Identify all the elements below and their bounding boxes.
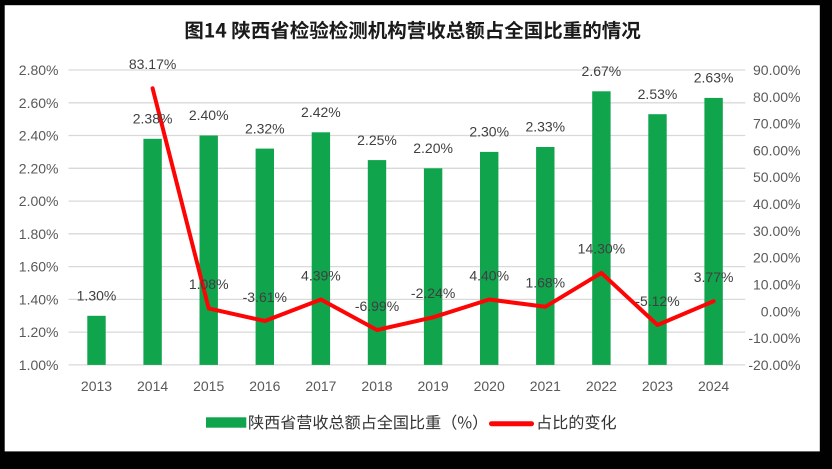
svg-text:4.39%: 4.39% <box>301 267 341 283</box>
svg-text:83.17%: 83.17% <box>129 56 176 72</box>
svg-text:50.00%: 50.00% <box>753 169 800 185</box>
svg-text:1.80%: 1.80% <box>19 226 59 242</box>
svg-text:-20.00%: -20.00% <box>748 357 800 373</box>
svg-text:2022: 2022 <box>586 378 617 394</box>
svg-text:2.25%: 2.25% <box>357 132 397 148</box>
svg-text:-2.24%: -2.24% <box>411 285 455 301</box>
svg-text:14.30%: 14.30% <box>578 241 625 257</box>
svg-text:40.00%: 40.00% <box>753 196 800 212</box>
svg-text:0.00%: 0.00% <box>761 303 801 319</box>
svg-text:2018: 2018 <box>361 378 392 394</box>
svg-text:2.33%: 2.33% <box>525 119 565 135</box>
svg-text:30.00%: 30.00% <box>753 223 800 239</box>
svg-text:1.68%: 1.68% <box>525 275 565 291</box>
svg-text:2.60%: 2.60% <box>19 95 59 111</box>
svg-text:60.00%: 60.00% <box>753 142 800 158</box>
svg-text:2020: 2020 <box>474 378 505 394</box>
svg-text:2016: 2016 <box>249 378 280 394</box>
svg-text:-6.99%: -6.99% <box>355 298 399 314</box>
svg-text:2.67%: 2.67% <box>582 63 622 79</box>
svg-text:10.00%: 10.00% <box>753 277 800 293</box>
svg-text:-10.00%: -10.00% <box>748 330 800 346</box>
svg-text:2.53%: 2.53% <box>638 86 678 102</box>
svg-text:2.00%: 2.00% <box>19 193 59 209</box>
svg-text:2.42%: 2.42% <box>301 104 341 120</box>
svg-text:2.30%: 2.30% <box>469 124 509 140</box>
svg-text:90.00%: 90.00% <box>753 62 800 78</box>
svg-text:2023: 2023 <box>642 378 673 394</box>
svg-text:2.80%: 2.80% <box>19 62 59 78</box>
svg-text:3.77%: 3.77% <box>694 269 734 285</box>
svg-text:2.40%: 2.40% <box>189 107 229 123</box>
svg-text:-5.12%: -5.12% <box>635 293 679 309</box>
svg-text:80.00%: 80.00% <box>753 89 800 105</box>
svg-text:2019: 2019 <box>418 378 449 394</box>
svg-text:2024: 2024 <box>698 378 729 394</box>
svg-text:1.08%: 1.08% <box>189 276 229 292</box>
svg-text:4.40%: 4.40% <box>469 267 509 283</box>
svg-text:-3.61%: -3.61% <box>243 289 287 305</box>
svg-text:2.32%: 2.32% <box>245 120 285 136</box>
svg-text:1.20%: 1.20% <box>19 324 59 340</box>
svg-text:1.30%: 1.30% <box>77 288 117 304</box>
svg-text:20.00%: 20.00% <box>753 250 800 266</box>
svg-text:2.40%: 2.40% <box>19 128 59 144</box>
svg-text:1.40%: 1.40% <box>19 291 59 307</box>
svg-text:2.38%: 2.38% <box>133 111 173 127</box>
svg-text:2.63%: 2.63% <box>694 70 734 86</box>
svg-text:2021: 2021 <box>530 378 561 394</box>
svg-text:2.20%: 2.20% <box>413 140 453 156</box>
svg-text:2.20%: 2.20% <box>19 160 59 176</box>
svg-text:70.00%: 70.00% <box>753 116 800 132</box>
svg-text:1.00%: 1.00% <box>19 357 59 373</box>
svg-text:2013: 2013 <box>81 378 112 394</box>
svg-text:2014: 2014 <box>137 378 168 394</box>
svg-text:2017: 2017 <box>305 378 336 394</box>
svg-text:2015: 2015 <box>193 378 224 394</box>
svg-text:1.60%: 1.60% <box>19 259 59 275</box>
